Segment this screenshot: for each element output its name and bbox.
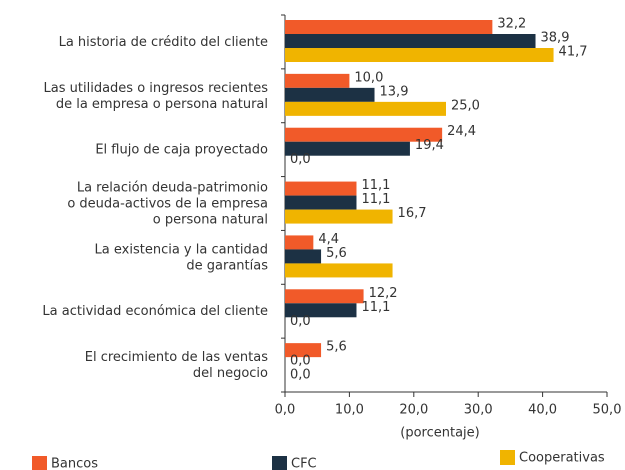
x-tick-label: 20,0 <box>399 403 428 418</box>
category-label: La actividad económica del cliente <box>42 304 268 319</box>
bar <box>285 181 357 196</box>
data-label: 11,1 <box>361 178 390 193</box>
bar <box>285 343 322 358</box>
data-label: 24,4 <box>447 124 476 139</box>
x-tick-label: 50,0 <box>593 403 622 418</box>
bar <box>285 34 536 48</box>
legend-swatch <box>32 456 47 470</box>
legend-swatch <box>500 450 515 465</box>
data-label: 10,0 <box>354 70 383 85</box>
bar <box>285 20 493 34</box>
category-label: La existencia y la cantidad de garantías <box>95 242 269 273</box>
data-label: 0,0 <box>290 152 311 167</box>
data-label: 32,2 <box>497 17 526 32</box>
data-label: 19,4 <box>415 138 444 153</box>
bar <box>285 249 322 264</box>
category-label: El flujo de caja proyectado <box>95 142 268 157</box>
data-label: 16,7 <box>398 206 427 221</box>
category-label: La relación deuda-patrimonio o deuda-acti… <box>67 180 268 227</box>
data-label: 5,6 <box>326 246 347 261</box>
bar <box>285 263 393 278</box>
data-label: 0,0 <box>290 354 311 369</box>
legend-label: CFC <box>291 457 317 470</box>
bar <box>285 303 357 318</box>
x-tick-label: 0,0 <box>275 403 296 418</box>
bar <box>285 289 364 304</box>
bar <box>285 87 375 102</box>
x-axis-label: (porcentaje) <box>400 426 479 441</box>
x-tick-label: 10,0 <box>335 403 364 418</box>
data-label: 0,0 <box>290 314 311 329</box>
bar <box>285 235 314 250</box>
category-label: Las utilidades o ingresos recientes de la… <box>44 80 269 111</box>
data-label: 11,1 <box>361 300 390 315</box>
data-label: 0,0 <box>290 368 311 383</box>
x-tick-label: 40,0 <box>528 403 557 418</box>
x-tick-label: 30,0 <box>464 403 493 418</box>
legend-label: Bancos <box>51 457 98 470</box>
category-label: El crecimiento de las ventas del negocio <box>85 350 268 381</box>
bar <box>285 209 393 224</box>
data-label: 38,9 <box>541 31 570 46</box>
bar <box>285 127 443 142</box>
bar <box>285 195 357 210</box>
data-label: 13,9 <box>380 84 409 99</box>
bar <box>285 101 446 116</box>
data-label: 25,0 <box>451 98 480 113</box>
category-label: La historia de crédito del cliente <box>59 34 268 49</box>
legend-label: Cooperativas <box>519 451 605 466</box>
bar <box>285 141 410 156</box>
data-label: 4,4 <box>318 232 339 247</box>
data-label: 41,7 <box>559 45 588 60</box>
data-label: 11,1 <box>361 192 390 207</box>
bar <box>285 48 554 62</box>
bar <box>285 73 350 88</box>
legend-swatch <box>272 456 287 470</box>
data-label: 12,2 <box>369 286 398 301</box>
data-label: 5,6 <box>326 340 347 355</box>
